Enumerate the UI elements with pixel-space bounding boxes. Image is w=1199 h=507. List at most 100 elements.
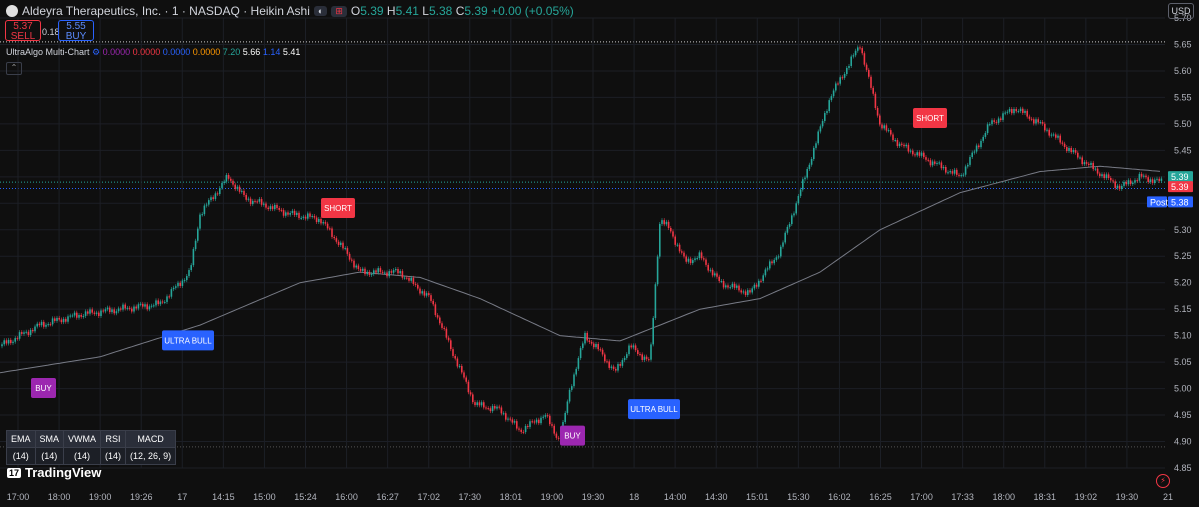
candle-body — [243, 190, 245, 195]
candle-body — [410, 277, 412, 281]
flash-icon[interactable]: ⚡ — [1156, 474, 1170, 488]
candle-body — [109, 307, 111, 313]
candle-body — [36, 323, 38, 327]
candle-body — [982, 136, 984, 141]
candle-body — [84, 311, 87, 316]
candle-body — [984, 133, 987, 137]
candle-body — [485, 407, 487, 409]
candle-body — [923, 152, 925, 158]
candle-body — [439, 317, 441, 324]
price-tag — [1168, 171, 1193, 183]
signal-bull[interactable]: ULTRA BULL — [162, 330, 214, 351]
candle-body — [729, 287, 731, 289]
candle-body — [304, 216, 307, 219]
candle-body — [628, 345, 630, 355]
candle-body — [566, 401, 569, 413]
candle-body — [667, 221, 670, 229]
signal-buy[interactable]: BUY — [560, 425, 585, 446]
candle-body — [696, 258, 698, 260]
candle-body — [837, 83, 839, 85]
indicator-value: 0.0000 — [162, 47, 193, 57]
tradingview-logo[interactable]: 17 TradingView — [7, 465, 102, 480]
candle-body — [828, 100, 830, 112]
settings-icon[interactable]: ⊞ — [331, 5, 347, 17]
candle-body — [645, 356, 648, 360]
candle-body — [7, 339, 10, 344]
indicator-legend[interactable]: UltraAlgo Multi-Chart ⚙ 0.0000 0.0000 0.… — [6, 47, 301, 57]
candle-body — [441, 323, 443, 328]
candle-body — [1147, 177, 1149, 182]
candle-body — [5, 340, 8, 344]
collapse-chevron-icon[interactable]: ⌃ — [6, 62, 22, 75]
symbol-title[interactable]: Aldeyra Therapeutics, Inc. · 1 · NASDAQ … — [22, 4, 310, 18]
candle-body — [771, 261, 773, 264]
candle-body — [639, 354, 641, 356]
candle-body — [1103, 174, 1105, 179]
signal-short[interactable]: SHORT — [913, 108, 947, 128]
candle-body — [709, 269, 712, 271]
currency-button[interactable]: USD — [1168, 3, 1194, 19]
candle-body — [414, 283, 417, 285]
price-tick-label: 4.90 — [1174, 437, 1192, 447]
candle-body — [870, 76, 872, 88]
candle-body — [342, 242, 344, 249]
candle-body — [758, 280, 760, 287]
candle-body — [58, 317, 60, 320]
candle-body — [25, 331, 27, 333]
candle-body — [302, 216, 305, 218]
candle-body — [461, 366, 463, 373]
candle-body — [901, 143, 903, 145]
candle-body — [487, 408, 489, 410]
candle-body — [447, 337, 450, 341]
candle-body — [795, 203, 797, 214]
candle-body — [942, 166, 945, 169]
candle-body — [692, 260, 694, 264]
price-tick-label: 4.85 — [1174, 463, 1192, 473]
candle-body — [538, 419, 540, 424]
candle-body — [509, 418, 511, 420]
signal-short[interactable]: SHORT — [321, 198, 355, 218]
candle-body — [359, 268, 362, 271]
candle-body — [835, 83, 837, 91]
candle-body — [1044, 123, 1046, 131]
candle-body — [797, 195, 800, 204]
candle-body — [716, 273, 718, 277]
candle-body — [289, 213, 291, 215]
candle-body — [95, 312, 98, 314]
candle-body — [747, 290, 749, 296]
signal-buy[interactable]: BUY — [31, 378, 56, 398]
candle-body — [575, 368, 577, 375]
buy-button[interactable]: 5.55 BUY — [58, 20, 94, 42]
price-tag — [1168, 181, 1193, 193]
candle-body — [549, 415, 551, 425]
candle-body — [117, 308, 120, 312]
sell-button[interactable]: 5.37 SELL — [5, 20, 41, 42]
price-tick-label: 5.45 — [1174, 145, 1192, 155]
table-param: (14) — [34, 447, 65, 465]
candle-body — [912, 150, 914, 155]
candle-body — [21, 332, 23, 334]
candle-body — [753, 284, 756, 289]
time-tick-label: 15:01 — [746, 492, 769, 502]
candle-body — [852, 55, 855, 57]
candle-body — [311, 215, 313, 217]
candle-body — [1066, 147, 1068, 152]
candle-body — [1006, 111, 1009, 113]
candle-body — [170, 289, 173, 297]
candle-body — [390, 271, 393, 273]
candle-body — [14, 338, 16, 342]
candle-body — [1094, 168, 1097, 170]
table-param: (14) — [6, 447, 36, 465]
candle-body — [661, 220, 663, 224]
candle-body — [760, 280, 762, 282]
candle-body — [309, 213, 311, 217]
time-tick-label: 14:15 — [212, 492, 235, 502]
candle-body — [573, 374, 575, 387]
visibility-toggle-icon[interactable]: ◐ — [313, 6, 328, 16]
signal-bull[interactable]: ULTRA BULL — [628, 399, 680, 420]
candle-body — [971, 152, 973, 158]
candle-body — [995, 121, 998, 123]
candles — [1, 45, 1163, 442]
candle-body — [953, 169, 956, 174]
